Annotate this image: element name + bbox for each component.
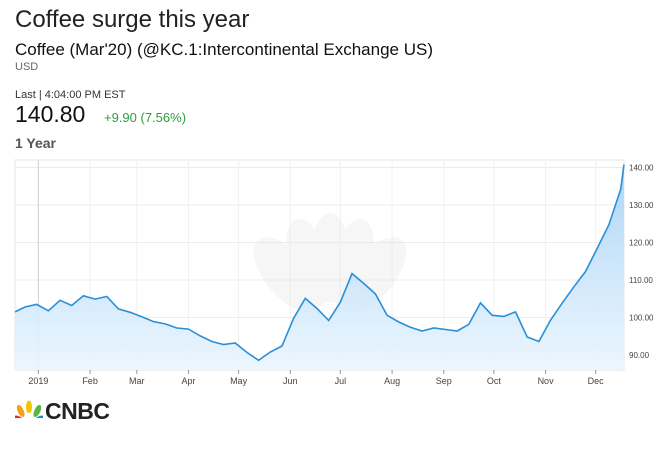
price-area xyxy=(15,164,624,370)
y-tick-label: 130.00 xyxy=(629,201,654,210)
x-tick-label: Aug xyxy=(384,376,400,386)
x-tick-label: 2019 xyxy=(28,376,48,386)
x-tick-label: Jun xyxy=(283,376,298,386)
y-tick-label: 100.00 xyxy=(629,314,654,323)
price-line xyxy=(14,164,625,362)
y-tick-label: 90.00 xyxy=(629,351,650,360)
y-axis: 140.00 130.00 120.00 110.00 100.00 90.00 xyxy=(629,164,654,361)
chart-period: 1 Year xyxy=(15,135,57,151)
x-axis: 2019 Feb Mar Apr May Jun Jul Aug Sep Oct Nov Dec xyxy=(28,370,604,386)
instrument-name: Coffee (Mar'20) (@KC.1:Intercontinental … xyxy=(15,40,433,59)
last-price: 140.80 xyxy=(15,101,86,127)
price-change: +9.90 (7.56%) xyxy=(104,110,187,125)
watermark-peacock-icon xyxy=(253,213,407,312)
x-tick-label: Sep xyxy=(436,376,452,386)
currency-label: USD xyxy=(15,61,39,73)
x-tick-label: Mar xyxy=(129,376,145,386)
x-tick-label: Feb xyxy=(82,376,98,386)
y-tick-label: 140.00 xyxy=(629,164,654,173)
x-tick-label: Dec xyxy=(588,376,605,386)
x-tick-label: Oct xyxy=(487,376,502,386)
price-chart: 140.00 130.00 120.00 110.00 100.00 90.00 2019… xyxy=(14,159,654,386)
y-tick-label: 120.00 xyxy=(629,239,654,248)
chart-headline: Coffee surge this year xyxy=(15,6,250,33)
x-tick-label: Jul xyxy=(335,376,347,386)
last-trade-time: Last | 4:04:00 PM EST xyxy=(15,89,126,101)
x-tick-label: Nov xyxy=(538,376,555,386)
peacock-icon xyxy=(15,400,43,418)
brand-logo: CNBC xyxy=(45,398,110,424)
x-tick-label: May xyxy=(230,376,248,386)
y-tick-label: 110.00 xyxy=(629,276,653,285)
x-tick-label: Apr xyxy=(182,376,196,386)
